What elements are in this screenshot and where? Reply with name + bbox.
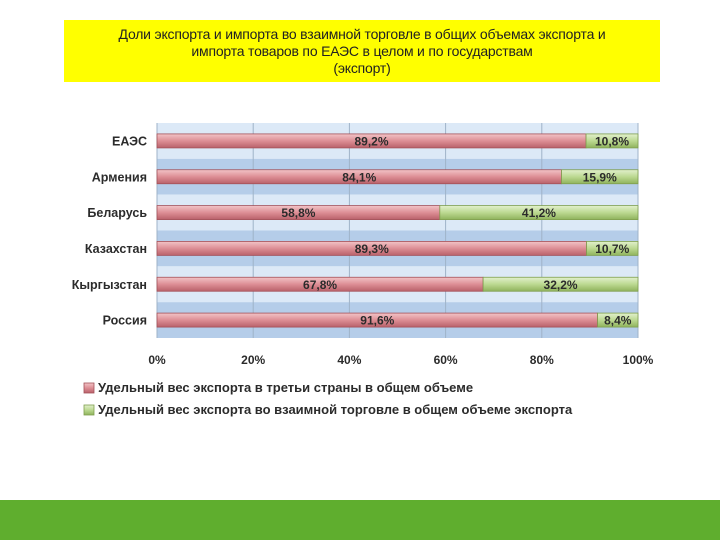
data-label: 67,8%: [303, 278, 337, 292]
data-label: 15,9%: [583, 170, 617, 184]
legend-label: Удельный вес экспорта во взаимной торгов…: [98, 402, 573, 417]
x-tick-label: 60%: [434, 353, 458, 367]
x-tick-label: 80%: [530, 353, 554, 367]
bar-export-mutual-trade: [597, 312, 639, 328]
data-label: 8,4%: [604, 314, 632, 328]
x-tick-label: 0%: [148, 353, 166, 367]
footer-bar: [0, 500, 720, 540]
bar-export-mutual-trade: [586, 241, 639, 256]
data-label: 10,8%: [595, 134, 629, 148]
category-label: Беларусь: [87, 206, 147, 220]
x-tick-label: 100%: [623, 353, 654, 367]
category-label: Кыргызстан: [72, 278, 147, 292]
data-label: 91,6%: [360, 314, 394, 328]
chart-title-line-1: Доли экспорта и импорта во взаимной торг…: [118, 25, 606, 42]
legend-swatch-export-third-countries: [83, 382, 95, 394]
bar-export-mutual-trade: [561, 169, 639, 185]
data-label: 10,7%: [595, 242, 629, 256]
category-label: Армения: [92, 170, 147, 184]
data-label: 84,1%: [342, 170, 376, 184]
category-label: ЕАЭС: [112, 134, 147, 148]
x-tick-label: 40%: [337, 353, 361, 367]
data-label: 89,2%: [355, 134, 389, 148]
data-label: 32,2%: [544, 278, 578, 292]
chart-title-line-3: (экспорт): [333, 59, 391, 76]
stacked-bar-chart: 89,2% 10,8% ЕАЭС 84,1% 15,9% Армения 58,8% 41,2…: [72, 123, 654, 417]
category-label: Россия: [103, 314, 147, 328]
legend-swatch-export-mutual-trade: [83, 404, 95, 416]
data-label: 89,3%: [355, 242, 389, 256]
legend-label: Удельный вес экспорта в третьи страны в …: [98, 380, 473, 395]
bar-export-mutual-trade: [482, 276, 639, 292]
x-tick-label: 20%: [241, 353, 265, 367]
bar-export-mutual-trade: [439, 205, 639, 220]
category-label: Казахстан: [85, 242, 147, 256]
data-label: 41,2%: [522, 206, 556, 220]
chart-title-line-2: импорта товаров по ЕАЭС в целом и по гос…: [191, 42, 533, 59]
chart-title: Доли экспорта и импорта во взаимной торг…: [64, 20, 660, 82]
bar-export-mutual-trade: [585, 133, 639, 149]
data-label: 58,8%: [281, 206, 315, 220]
